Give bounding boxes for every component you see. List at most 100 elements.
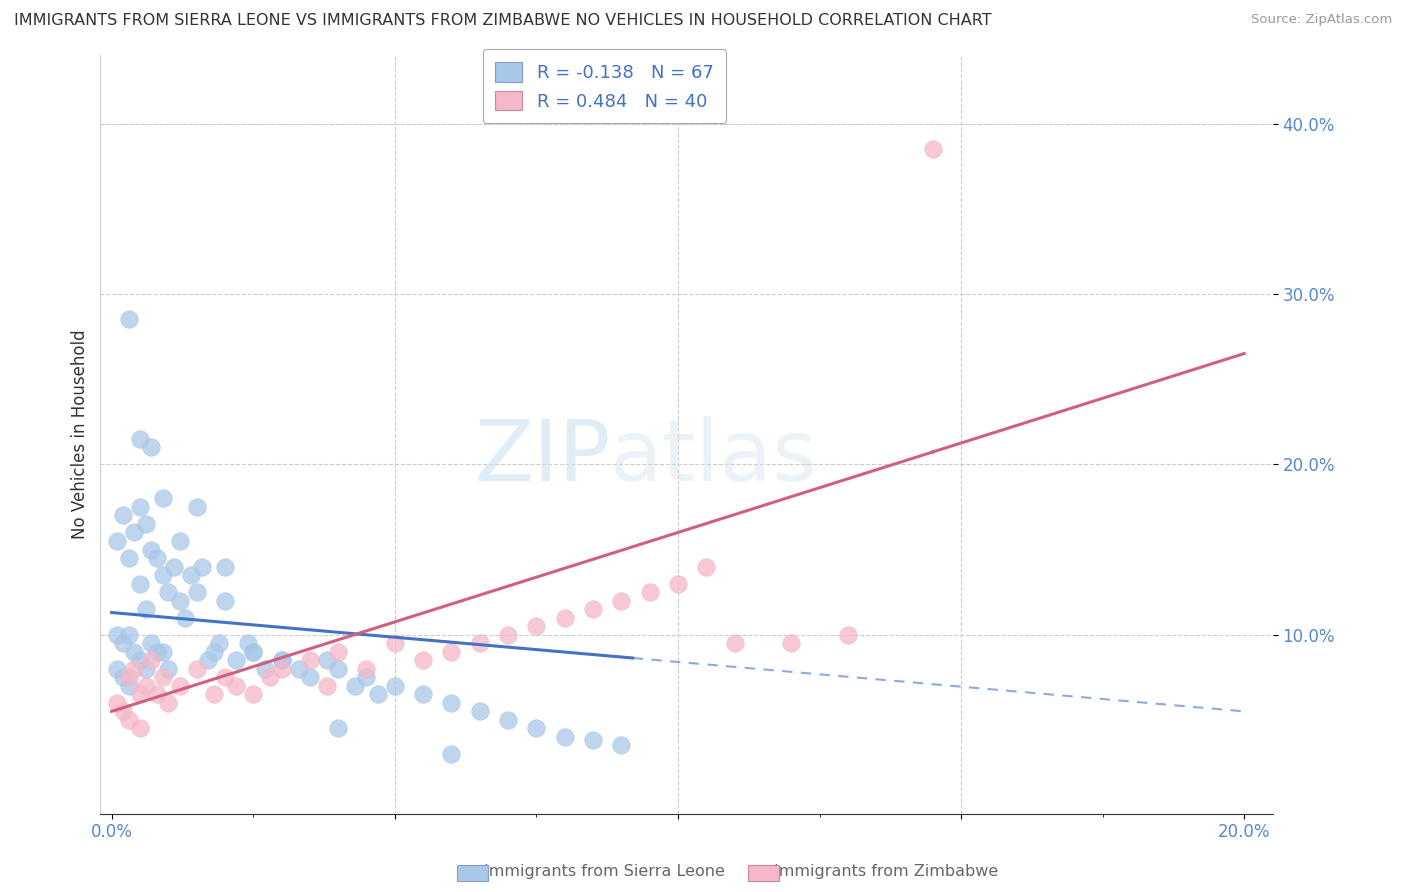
Point xyxy=(328,645,350,659)
Point xyxy=(197,653,219,667)
Text: IMMIGRANTS FROM SIERRA LEONE VS IMMIGRANTS FROM ZIMBABWE NO VEHICLES IN HOUSEHOL: IMMIGRANTS FROM SIERRA LEONE VS IMMIGRAN… xyxy=(14,13,991,29)
Point xyxy=(152,568,174,582)
Point xyxy=(440,645,463,659)
Point xyxy=(412,687,434,701)
Point xyxy=(440,747,463,761)
Text: ZIP: ZIP xyxy=(474,416,610,499)
Point xyxy=(152,491,174,506)
Point xyxy=(384,679,406,693)
Point xyxy=(105,696,128,710)
Point xyxy=(921,142,943,156)
Point xyxy=(141,542,163,557)
Point xyxy=(344,679,367,693)
Point xyxy=(163,559,186,574)
Point xyxy=(582,733,605,747)
Point xyxy=(118,679,141,693)
Point xyxy=(723,636,745,650)
Point xyxy=(202,687,225,701)
Point xyxy=(169,533,191,548)
Point xyxy=(129,500,152,514)
Point xyxy=(118,713,141,727)
Point xyxy=(146,551,169,566)
Point xyxy=(169,679,191,693)
Point xyxy=(111,508,134,523)
Point xyxy=(496,713,519,727)
Point xyxy=(105,628,128,642)
Point xyxy=(135,602,157,616)
Point xyxy=(152,645,174,659)
Text: Source: ZipAtlas.com: Source: ZipAtlas.com xyxy=(1251,13,1392,27)
Point xyxy=(780,636,803,650)
Point xyxy=(111,670,134,684)
Point xyxy=(169,593,191,607)
Point xyxy=(356,662,378,676)
Point xyxy=(129,687,152,701)
Point xyxy=(259,670,281,684)
Point xyxy=(208,636,231,650)
Point xyxy=(287,662,309,676)
Point xyxy=(440,696,463,710)
Point xyxy=(242,645,264,659)
Point xyxy=(129,576,152,591)
Point xyxy=(111,636,134,650)
Point xyxy=(315,653,337,667)
Point xyxy=(135,679,157,693)
Point xyxy=(111,704,134,718)
Point xyxy=(186,585,208,599)
Point xyxy=(242,645,264,659)
Point xyxy=(242,687,264,701)
Point xyxy=(141,440,163,454)
Point xyxy=(180,568,202,582)
Point xyxy=(225,679,247,693)
Point xyxy=(174,610,197,624)
Point xyxy=(554,730,576,744)
Point xyxy=(124,645,146,659)
Point xyxy=(468,636,491,650)
Point xyxy=(129,653,152,667)
Point xyxy=(157,585,180,599)
Point xyxy=(356,670,378,684)
Point xyxy=(118,628,141,642)
Point xyxy=(298,670,321,684)
Point xyxy=(695,559,717,574)
Point xyxy=(496,628,519,642)
Point xyxy=(146,687,169,701)
Point xyxy=(638,585,661,599)
Point xyxy=(524,722,547,736)
Point xyxy=(141,636,163,650)
Point xyxy=(214,593,236,607)
Point xyxy=(118,670,141,684)
Point xyxy=(298,653,321,667)
Point xyxy=(191,559,214,574)
Point xyxy=(186,662,208,676)
Point xyxy=(328,662,350,676)
Text: Immigrants from Zimbabwe: Immigrants from Zimbabwe xyxy=(773,863,998,879)
Point xyxy=(270,662,292,676)
Y-axis label: No Vehicles in Household: No Vehicles in Household xyxy=(72,330,89,540)
Point xyxy=(315,679,337,693)
Point xyxy=(105,533,128,548)
Point xyxy=(152,670,174,684)
Point xyxy=(225,653,247,667)
Point xyxy=(610,593,633,607)
Point xyxy=(214,670,236,684)
Point xyxy=(524,619,547,633)
Point xyxy=(328,722,350,736)
Point xyxy=(118,551,141,566)
Point xyxy=(135,516,157,531)
Point xyxy=(270,653,292,667)
Legend: R = -0.138   N = 67, R = 0.484   N = 40: R = -0.138 N = 67, R = 0.484 N = 40 xyxy=(482,49,727,123)
Point xyxy=(157,696,180,710)
Point xyxy=(610,739,633,753)
Point xyxy=(146,645,169,659)
Point xyxy=(837,628,859,642)
Point xyxy=(253,662,276,676)
Point xyxy=(367,687,389,701)
Point xyxy=(412,653,434,667)
Point xyxy=(468,704,491,718)
Point xyxy=(135,662,157,676)
Point xyxy=(124,662,146,676)
Point xyxy=(202,645,225,659)
Point xyxy=(129,722,152,736)
Point xyxy=(157,662,180,676)
